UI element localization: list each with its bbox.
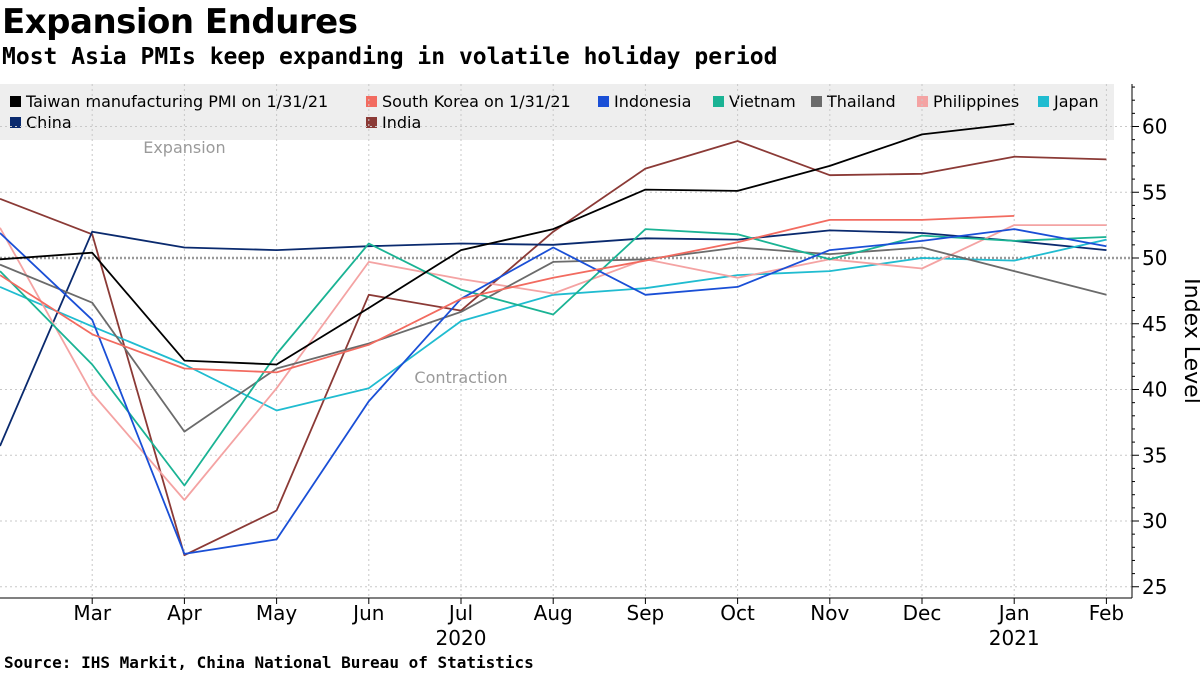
series-line-vietnam [0, 228, 1107, 487]
x-tick-label: Jun [351, 601, 384, 625]
x-tick-label: Nov [810, 601, 849, 625]
x-tick-label: Oct [720, 601, 755, 625]
x-tick-label: May [256, 601, 298, 625]
legend-label: India [382, 113, 422, 132]
y-tick-label: 50 [1142, 246, 1167, 270]
legend-item: Taiwan manufacturing PMI on 1/31/21 [10, 92, 328, 111]
legend-swatch [366, 117, 377, 128]
legend: Taiwan manufacturing PMI on 1/31/21 South… [0, 84, 1114, 140]
legend-label: South Korea on 1/31/21 [382, 92, 571, 111]
legend-item: Indonesia [598, 92, 691, 111]
legend-swatch [10, 96, 21, 107]
y-tick-label: 35 [1142, 443, 1167, 467]
x-tick-label: Jan [997, 601, 1030, 625]
annotation-label: Expansion [143, 138, 225, 157]
y-tick-label: 55 [1142, 180, 1167, 204]
series-line-taiwan-manufacturing-pmi-on-1-31-21 [0, 123, 1015, 366]
legend-label: Vietnam [729, 92, 796, 111]
legend-item: China [10, 113, 72, 132]
legend-label: China [26, 113, 72, 132]
x-tick-label: Dec [903, 601, 942, 625]
source-note: Source: IHS Markit, China National Burea… [4, 653, 534, 672]
chart-title: Expansion Endures [2, 2, 358, 42]
legend-label: Indonesia [614, 92, 692, 111]
legend-swatch [366, 96, 377, 107]
x-tick-label: Feb [1089, 601, 1124, 625]
y-tick-label: 40 [1142, 378, 1167, 402]
legend-swatch [713, 96, 724, 107]
series-line-thailand [0, 246, 1107, 433]
y-tick-label: 45 [1142, 312, 1167, 336]
y-tick-label: 30 [1142, 509, 1167, 533]
y-tick-label: 60 [1142, 115, 1167, 139]
legend-label: Thailand [827, 92, 896, 111]
legend-item: Vietnam [713, 92, 796, 111]
x-tick-label: Jul [447, 601, 473, 625]
x-tick-label: Sep [627, 601, 665, 625]
legend-label: Japan [1054, 92, 1099, 111]
y-axis-title: Index Level [1179, 278, 1200, 404]
legend-swatch [1038, 96, 1049, 107]
legend-swatch [10, 117, 21, 128]
legend-swatch [917, 96, 928, 107]
legend-item: India [366, 113, 421, 132]
x-year-label: 2021 [989, 626, 1040, 650]
x-year-label: 2020 [436, 626, 487, 650]
series-line-philippines [0, 224, 1107, 501]
series-line-china [0, 229, 1107, 447]
legend-item: Japan [1038, 92, 1099, 111]
x-tick-label: Mar [73, 601, 112, 625]
legend-swatch [598, 96, 609, 107]
legend-label: Philippines [933, 92, 1020, 111]
series-line-india [0, 140, 1107, 557]
legend-item: Philippines [917, 92, 1019, 111]
legend-item: South Korea on 1/31/21 [366, 92, 571, 111]
legend-label: Taiwan manufacturing PMI on 1/31/21 [26, 92, 329, 111]
series-line-south-korea-on-1-31-21 [0, 215, 1015, 374]
series-line-indonesia [0, 228, 1107, 555]
y-tick-label: 25 [1142, 575, 1167, 599]
series-line-japan [0, 238, 1107, 412]
legend-item: Thailand [811, 92, 896, 111]
x-tick-label: Apr [167, 601, 202, 625]
annotation-label: Contraction [414, 368, 507, 387]
x-tick-label: Aug [534, 601, 573, 625]
chart-subtitle: Most Asia PMIs keep expanding in volatil… [2, 44, 778, 70]
legend-swatch [811, 96, 822, 107]
